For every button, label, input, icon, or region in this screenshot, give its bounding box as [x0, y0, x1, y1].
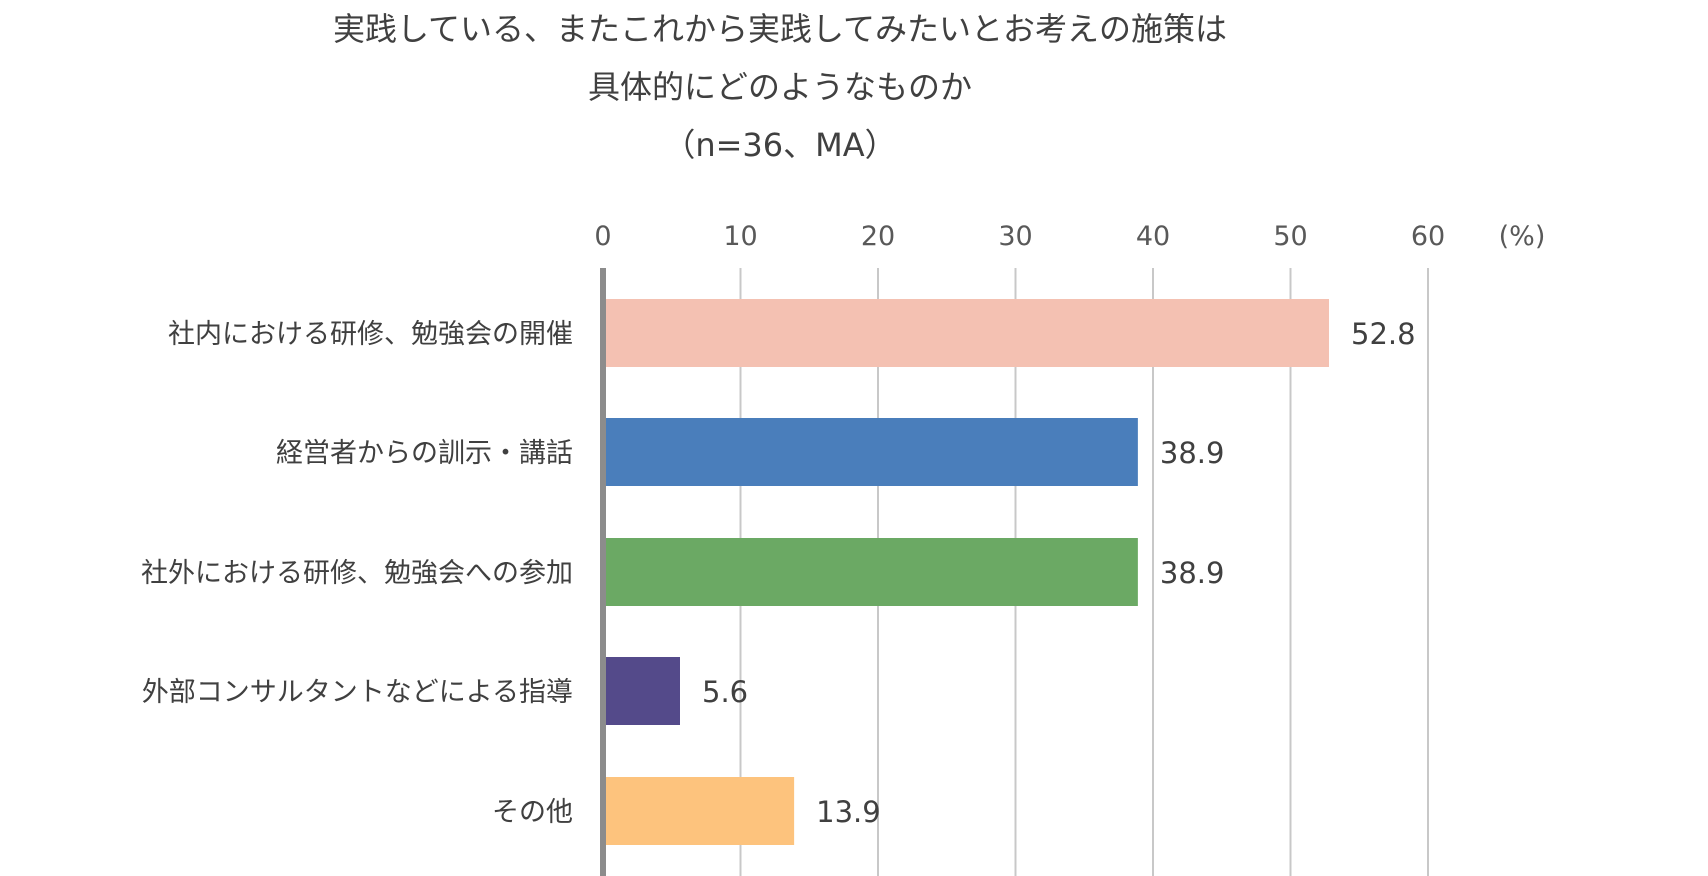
category-label-1: 経営者からの訓示・講話	[276, 438, 573, 469]
chart-title-line-3: （n=36、MA）	[663, 126, 897, 164]
data-label-4: 13.9	[816, 795, 881, 829]
bar-2	[606, 538, 1138, 606]
chart-title-line-2: 具体的にどのようなものか	[587, 68, 972, 106]
x-tick-label-10: 10	[723, 221, 757, 252]
x-tick-label-30: 30	[998, 221, 1032, 252]
category-label-4: その他	[492, 797, 573, 828]
data-label-3: 5.6	[702, 675, 748, 709]
x-tick-label-50: 50	[1273, 221, 1307, 252]
x-tick-label-20: 20	[861, 221, 895, 252]
category-label-0: 社内における研修、勉強会の開催	[168, 319, 573, 350]
bar-4	[606, 777, 795, 845]
x-tick-label-0: 0	[594, 221, 611, 252]
x-tick-label-60: 60	[1411, 221, 1445, 252]
bar-3	[606, 657, 680, 725]
category-label-2: 社外における研修、勉強会への参加	[141, 558, 573, 589]
category-label-3: 外部コンサルタントなどによる指導	[142, 677, 573, 708]
unit-label: (%)	[1499, 221, 1546, 252]
x-tick-label-40: 40	[1136, 221, 1170, 252]
bar-1	[606, 418, 1138, 486]
bar-0	[606, 299, 1329, 367]
chart-title-line-1: 実践している、またこれから実践してみたいとお考えの施策は	[332, 10, 1228, 48]
data-label-0: 52.8	[1351, 317, 1416, 351]
data-label-2: 38.9	[1160, 556, 1225, 590]
data-label-1: 38.9	[1160, 436, 1225, 470]
